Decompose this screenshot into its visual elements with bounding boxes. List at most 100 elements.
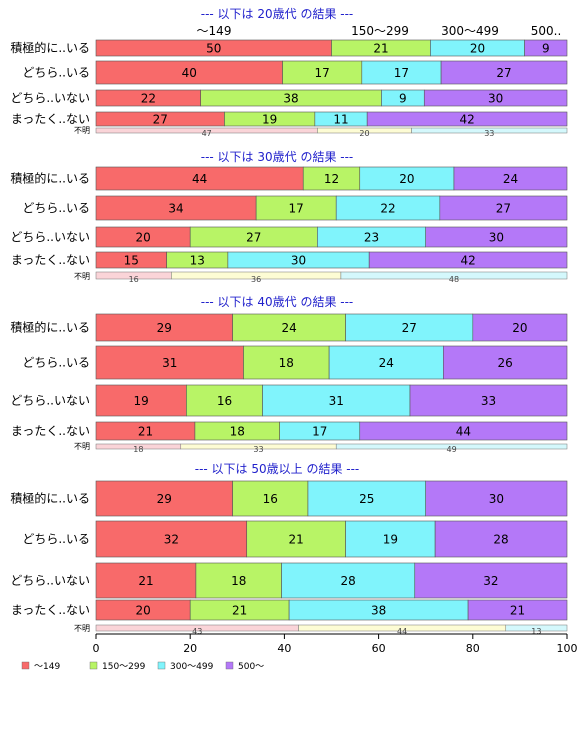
data-label: 32 xyxy=(483,574,498,588)
bar-segment xyxy=(425,480,568,517)
data-label: 19 xyxy=(383,533,398,547)
category-label: どちら..いない xyxy=(10,91,90,105)
data-label: 11 xyxy=(333,113,348,127)
data-label: 17 xyxy=(312,425,327,439)
bar-segment xyxy=(195,562,282,599)
category-label: どちら..いる xyxy=(22,356,90,370)
bar-segment xyxy=(434,520,568,558)
bar-segment xyxy=(453,166,568,191)
bar-segment xyxy=(359,421,568,441)
data-label: 33 xyxy=(481,394,496,408)
category-label: どちら..いない xyxy=(10,574,90,588)
bar-segment xyxy=(262,384,411,417)
unknown-data-label: 18 xyxy=(133,445,143,454)
data-label: 20 xyxy=(399,172,414,186)
legend-label: ～149 xyxy=(34,662,60,672)
unknown-data-label: 16 xyxy=(129,275,139,284)
panel-title: --- 以下は 50歳以上 の結果 --- xyxy=(195,462,360,476)
unknown-data-label: 44 xyxy=(397,627,407,636)
data-label: 16 xyxy=(263,492,278,506)
data-label: 20 xyxy=(135,231,150,245)
category-label: 積極的に..いる xyxy=(10,491,90,506)
unknown-segment xyxy=(335,443,568,450)
bar-segment xyxy=(95,345,244,380)
data-label: 44 xyxy=(456,425,471,439)
x-tick-label: 40 xyxy=(277,642,291,655)
category-label: どちら..いる xyxy=(22,66,90,80)
data-label: 42 xyxy=(459,113,474,127)
data-label: 44 xyxy=(192,172,207,186)
unknown-segment xyxy=(505,624,568,632)
data-label: 31 xyxy=(162,356,177,370)
bar-segment xyxy=(307,480,427,517)
data-label: 27 xyxy=(496,202,511,216)
unknown-data-label: 36 xyxy=(251,275,261,284)
data-label: 17 xyxy=(289,202,304,216)
data-label: 30 xyxy=(291,254,306,268)
unknown-segment xyxy=(340,271,568,280)
category-label: どちら..いる xyxy=(22,532,90,546)
data-label: 50 xyxy=(206,42,221,56)
bar-segment xyxy=(439,195,568,221)
data-label: 24 xyxy=(379,356,394,370)
data-label: 15 xyxy=(124,254,139,268)
data-label: 42 xyxy=(460,254,475,268)
legend-swatch xyxy=(21,661,30,670)
data-label: 32 xyxy=(164,533,179,547)
data-label: 30 xyxy=(489,492,504,506)
bar-segment xyxy=(232,480,309,517)
x-tick-label: 60 xyxy=(372,642,386,655)
series-header-label: ～149 xyxy=(197,24,232,38)
bar-segment xyxy=(443,345,568,380)
bar-segment xyxy=(423,89,568,107)
category-label: まったく..ない xyxy=(11,253,90,267)
category-label: まったく..ない xyxy=(11,424,90,438)
data-label: 26 xyxy=(498,356,513,370)
data-label: 21 xyxy=(510,604,525,618)
category-label: どちら..いない xyxy=(10,394,90,408)
panel-title: --- 以下は 20歳代 の結果 --- xyxy=(201,7,354,21)
series-header-label: 300～499 xyxy=(441,24,499,38)
bar-segment xyxy=(95,313,233,342)
unknown-label: 不明 xyxy=(74,126,90,135)
bar-segment xyxy=(246,520,346,558)
data-label: 30 xyxy=(488,92,503,106)
bar-segment xyxy=(95,480,233,517)
bar-segment xyxy=(440,60,568,85)
unknown-label: 不明 xyxy=(74,442,90,451)
data-label: 20 xyxy=(135,604,150,618)
panel-title: --- 以下は 30歳代 の結果 --- xyxy=(201,150,354,164)
legend-label: 500～ xyxy=(238,662,264,672)
series-header-label: 150～299 xyxy=(351,24,409,38)
unknown-data-label: 43 xyxy=(192,627,202,636)
bar-segment xyxy=(472,313,568,342)
legend-swatch xyxy=(225,661,234,670)
bar-segment xyxy=(243,345,330,380)
data-label: 27 xyxy=(496,66,511,80)
data-label: 21 xyxy=(289,533,304,547)
data-label: 21 xyxy=(138,425,153,439)
data-label: 18 xyxy=(279,356,294,370)
unknown-segment xyxy=(411,127,568,134)
unknown-data-label: 33 xyxy=(253,445,263,454)
bar-segment xyxy=(414,562,568,599)
legend-swatch xyxy=(157,661,166,670)
data-label: 18 xyxy=(231,574,246,588)
unknown-data-label: 47 xyxy=(202,129,212,138)
data-label: 19 xyxy=(134,394,149,408)
data-label: 21 xyxy=(373,42,388,56)
unknown-data-label: 49 xyxy=(447,445,457,454)
legend-label: 300～499 xyxy=(170,662,214,672)
bar-segment xyxy=(345,520,436,558)
bar-segment xyxy=(95,520,248,558)
data-label: 9 xyxy=(399,92,407,106)
data-label: 9 xyxy=(542,42,550,56)
bar-segment xyxy=(255,195,337,221)
data-label: 23 xyxy=(364,231,379,245)
unknown-label: 不明 xyxy=(74,272,90,281)
category-label: 積極的に..いる xyxy=(10,171,90,186)
legend-label: 150～299 xyxy=(102,662,146,672)
category-label: どちら..いる xyxy=(22,201,90,215)
data-label: 27 xyxy=(153,113,168,127)
